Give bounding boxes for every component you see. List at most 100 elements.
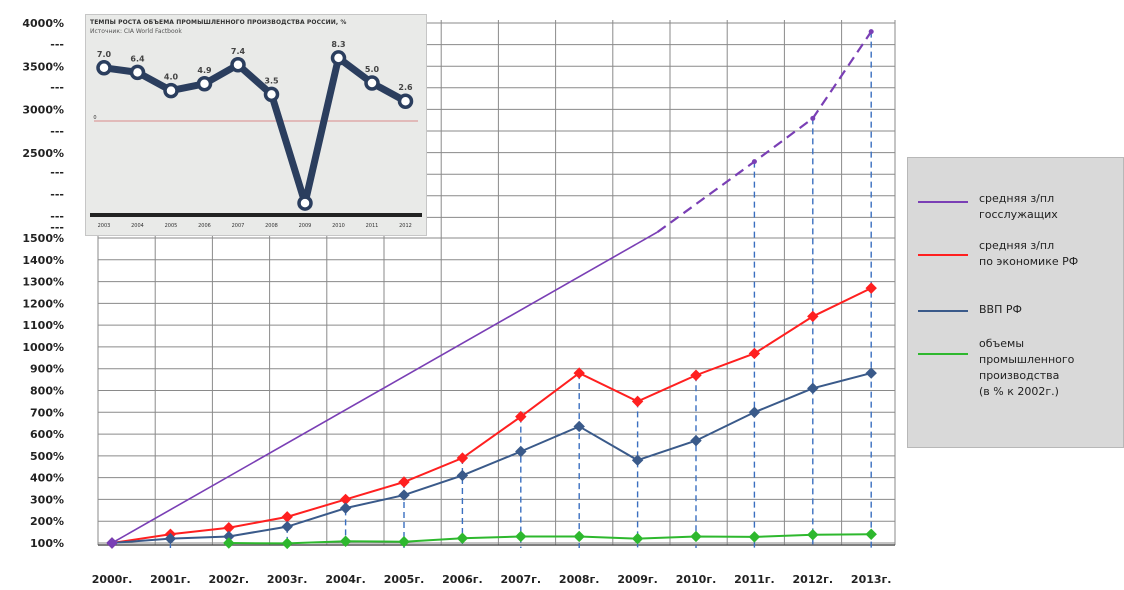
- inset-x-tick-label: 2012: [399, 223, 412, 229]
- series-line: [111, 287, 872, 544]
- y-tick-label: 400%: [30, 472, 64, 485]
- data-point: [807, 382, 819, 395]
- y-tick-label: 1100%: [22, 319, 64, 332]
- legend-label: объемы промышленного производства (в % к…: [979, 337, 1075, 398]
- inset-x-tick-label: 2010: [332, 223, 345, 229]
- legend-swatch: [918, 254, 968, 256]
- y-tick-label: 800%: [30, 385, 64, 398]
- x-tick-label: 2012г.: [793, 573, 834, 586]
- inset-data-point: [96, 60, 112, 76]
- series-1: [106, 282, 877, 549]
- data-point: [868, 29, 874, 35]
- inset-data-label: 2.6: [398, 83, 413, 92]
- data-point: [339, 502, 352, 514]
- inset-data-label: 3.5: [264, 76, 279, 85]
- series-line-solid: [111, 231, 658, 544]
- inset-data-label: 5.0: [365, 65, 380, 74]
- legend-swatch: [918, 353, 968, 355]
- series-2: [106, 367, 877, 549]
- x-tick-label: 2011г.: [734, 573, 775, 586]
- y-tick-label: 2500%: [22, 147, 64, 160]
- inset-data-label: 7.4: [231, 47, 246, 56]
- data-point: [398, 489, 410, 501]
- inset-data-label: 7.0: [97, 50, 112, 59]
- inset-data-point: [196, 76, 213, 92]
- inset-data-point: [364, 75, 380, 91]
- y-tick-label: 1400%: [22, 254, 64, 267]
- axis-break-mark: ---: [50, 125, 64, 138]
- inset-zero-label: 0: [93, 115, 96, 121]
- x-tick-label: 2004г.: [325, 573, 366, 586]
- data-point: [631, 454, 644, 466]
- data-point: [456, 532, 469, 544]
- series-layer: [106, 29, 877, 550]
- x-tick-label: 2008г.: [559, 573, 600, 586]
- data-point: [515, 445, 527, 458]
- legend-swatch: [918, 310, 968, 312]
- y-tick-label: 700%: [30, 406, 64, 419]
- data-point: [573, 530, 585, 543]
- data-point: [339, 535, 352, 547]
- inset-title: ТЕМПЫ РОСТА ОБЪЕМА ПРОМЫШЛЕННОГО ПРОИЗВО…: [90, 19, 347, 26]
- legend-label: средняя з/пл по экономике РФ: [979, 239, 1079, 268]
- axis-break-mark: ---: [50, 166, 64, 179]
- data-point: [281, 537, 293, 550]
- y-tick-label: 600%: [30, 428, 64, 441]
- data-point: [751, 159, 757, 165]
- legend-label: ВВП РФ: [979, 303, 1022, 316]
- x-tick-label: 2002г.: [209, 573, 250, 586]
- inset-data-point: [397, 93, 414, 109]
- grid-lines: [97, 20, 896, 545]
- data-point: [807, 310, 819, 323]
- data-point: [865, 367, 877, 379]
- inset-chart: 0 2003 2004 2005 2006 2007 2008 2009 2010 2011 201…: [85, 14, 427, 236]
- y-tick-label: 900%: [30, 363, 64, 376]
- y-tick-label: 300%: [30, 493, 64, 506]
- data-point: [748, 347, 761, 360]
- data-point: [865, 282, 877, 294]
- y-tick-label: 200%: [30, 515, 64, 528]
- inset-x-tick-label: 2006: [198, 223, 211, 229]
- data-point: [456, 452, 469, 464]
- inset-data-point: [129, 64, 146, 81]
- y-tick-label: 1300%: [22, 276, 64, 289]
- data-point: [690, 530, 702, 543]
- x-tick-label: 2000г.: [92, 573, 133, 586]
- inset-data-label: 4.0: [164, 73, 179, 82]
- data-point: [573, 367, 585, 379]
- data-point: [631, 395, 644, 408]
- y-tick-label: 1500%: [22, 232, 64, 245]
- axis-break-mark: ---: [50, 81, 64, 94]
- inset-data-point: [297, 195, 313, 211]
- inset-x-tick-label: 2007: [232, 223, 245, 229]
- data-point: [865, 528, 877, 540]
- inset-x-tick-label: 2004: [131, 223, 144, 229]
- data-point: [456, 469, 469, 482]
- axis-break-mark: ---: [50, 221, 64, 234]
- data-point: [281, 520, 293, 533]
- x-tick-label: 2010г.: [676, 573, 717, 586]
- data-point: [106, 537, 118, 549]
- inset-x-tick-label: 2008: [265, 223, 278, 229]
- y-tick-label: 3000%: [22, 104, 64, 117]
- inset-x-tick-label: 2003: [98, 223, 111, 229]
- data-point: [223, 537, 235, 549]
- data-point: [573, 420, 585, 433]
- data-point: [398, 535, 410, 548]
- legend-swatch: [918, 201, 968, 203]
- inset-data-point: [263, 86, 280, 103]
- x-tick-label: 2006г.: [442, 573, 483, 586]
- x-tick-label: 2001г.: [150, 573, 191, 586]
- data-point: [515, 530, 527, 543]
- series-line: [111, 372, 872, 544]
- inset-line: [103, 54, 408, 207]
- x-axis: 2000г. 2001г. 2002г. 2003г. 2004г. 2005г. 2006…: [92, 544, 895, 586]
- data-point: [810, 115, 816, 121]
- y-tick-label: 3500%: [22, 60, 64, 73]
- data-point: [164, 532, 177, 545]
- data-point: [807, 529, 819, 541]
- y-tick-label: 4000%: [22, 17, 64, 30]
- axis-break-mark: ---: [50, 38, 64, 51]
- data-point: [690, 369, 702, 381]
